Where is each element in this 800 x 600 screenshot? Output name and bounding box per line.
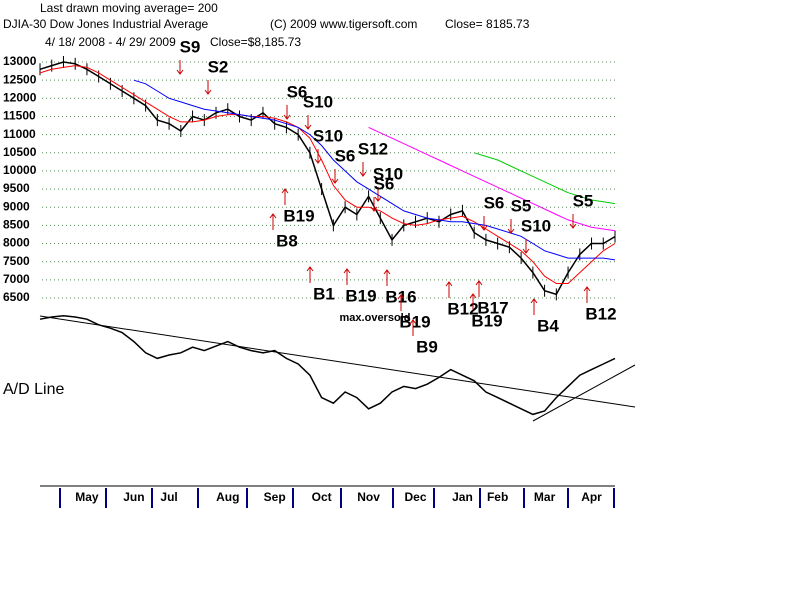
x-tick-label: Feb xyxy=(487,490,508,504)
ma-note: Last drawn moving average= 200 xyxy=(40,1,218,15)
sell-arrow xyxy=(304,115,312,130)
y-tick-label: 9000 xyxy=(3,199,30,213)
y-tick-label: 7500 xyxy=(3,254,30,268)
x-tick-label: Jun xyxy=(123,490,144,504)
signal-label: S10 xyxy=(313,126,343,145)
buy-arrow xyxy=(281,188,289,205)
signal-label: B4 xyxy=(537,316,559,335)
buy-arrow xyxy=(383,269,391,286)
signal-label: B19 xyxy=(283,206,314,225)
sell-arrow xyxy=(480,216,488,231)
sell-arrow xyxy=(374,187,382,202)
y-tick-label: 13000 xyxy=(3,54,37,68)
buy-arrow xyxy=(583,286,591,303)
moving-average xyxy=(39,65,616,284)
x-tick-label: Dec xyxy=(405,490,427,504)
sell-arrow xyxy=(522,239,530,254)
moving-average xyxy=(368,126,616,232)
sell-arrow xyxy=(204,80,212,95)
y-tick-label: 10500 xyxy=(3,145,37,159)
price-line xyxy=(39,61,616,296)
close: Close= 8185.73 xyxy=(445,17,530,31)
buy-arrow xyxy=(475,280,483,297)
ad-trendline xyxy=(532,364,636,422)
ad-title: A/D Line xyxy=(3,381,64,398)
x-tick-label: Oct xyxy=(312,490,332,504)
signal-label: B9 xyxy=(416,337,438,356)
x-tick-label: Mar xyxy=(534,490,556,504)
signal-label: S10 xyxy=(373,164,403,183)
y-tick-label: 8000 xyxy=(3,236,30,250)
signal-label: S10 xyxy=(521,216,551,235)
y-tick-label: 6500 xyxy=(3,290,30,304)
signal-label: B8 xyxy=(276,231,298,250)
signal-label: S6 xyxy=(484,193,505,212)
y-tick-label: 10000 xyxy=(3,163,37,177)
x-tick-label: Nov xyxy=(357,490,380,504)
signal-label: S2 xyxy=(208,57,229,76)
x-tick-label: Aug xyxy=(216,490,239,504)
x-tick-label: Apr xyxy=(581,490,602,504)
signal-label: B17 xyxy=(477,298,508,317)
date-range: 4/ 18/ 2008 - 4/ 29/ 2009 xyxy=(45,35,176,49)
signal-label: B12 xyxy=(585,304,616,323)
ad-trendline xyxy=(39,315,636,408)
signal-label: B19 xyxy=(471,311,502,330)
copyright: (C) 2009 www.tigersoft.com xyxy=(270,17,417,31)
signal-label: S12 xyxy=(358,139,388,158)
sell-arrow xyxy=(370,197,378,212)
sell-arrow xyxy=(283,105,291,120)
price-line xyxy=(39,315,616,416)
sell-arrow xyxy=(507,219,515,234)
y-tick-label: 8500 xyxy=(3,218,30,232)
signal-label: S5 xyxy=(573,191,594,210)
buy-arrow xyxy=(397,294,405,311)
y-tick-label: 12000 xyxy=(3,90,37,104)
sell-arrow xyxy=(314,149,322,164)
x-tick-label: Jul xyxy=(160,490,177,504)
signal-label: max.oversold xyxy=(340,312,411,324)
y-tick-label: 9500 xyxy=(3,181,30,195)
buy-arrow xyxy=(445,281,453,298)
buy-arrow xyxy=(269,213,277,230)
signal-label: B19 xyxy=(345,286,376,305)
signal-label: S9 xyxy=(180,37,201,56)
signal-label: S5 xyxy=(511,196,532,215)
sell-arrow xyxy=(331,169,339,184)
sell-arrow xyxy=(569,214,577,229)
sell-arrow xyxy=(359,162,367,177)
buy-arrow xyxy=(409,319,417,336)
symbol: DJIA-30 Dow Jones Industrial Average xyxy=(3,17,209,31)
buy-arrow xyxy=(530,298,538,315)
moving-average xyxy=(474,152,616,205)
y-tick-label: 7000 xyxy=(3,272,30,286)
signal-label: B1 xyxy=(313,284,335,303)
signal-label: S6 xyxy=(335,146,356,165)
x-tick-label: May xyxy=(75,490,99,504)
buy-arrow xyxy=(343,268,351,285)
x-tick-label: Jan xyxy=(452,490,473,504)
y-tick-label: 11500 xyxy=(3,109,36,123)
signal-label: S10 xyxy=(303,92,333,111)
signal-label: S6 xyxy=(374,174,395,193)
sell-arrow xyxy=(176,60,184,75)
x-tick-label: Sep xyxy=(264,490,286,504)
buy-arrow xyxy=(306,266,314,283)
signal-label: B12 xyxy=(447,299,478,318)
y-tick-label: 12500 xyxy=(3,72,37,86)
y-tick-label: 11000 xyxy=(3,127,36,141)
signal-label: S6 xyxy=(287,82,308,101)
moving-average xyxy=(133,79,616,261)
close-2: Close=$8,185.73 xyxy=(210,35,301,49)
buy-arrow xyxy=(469,293,477,310)
